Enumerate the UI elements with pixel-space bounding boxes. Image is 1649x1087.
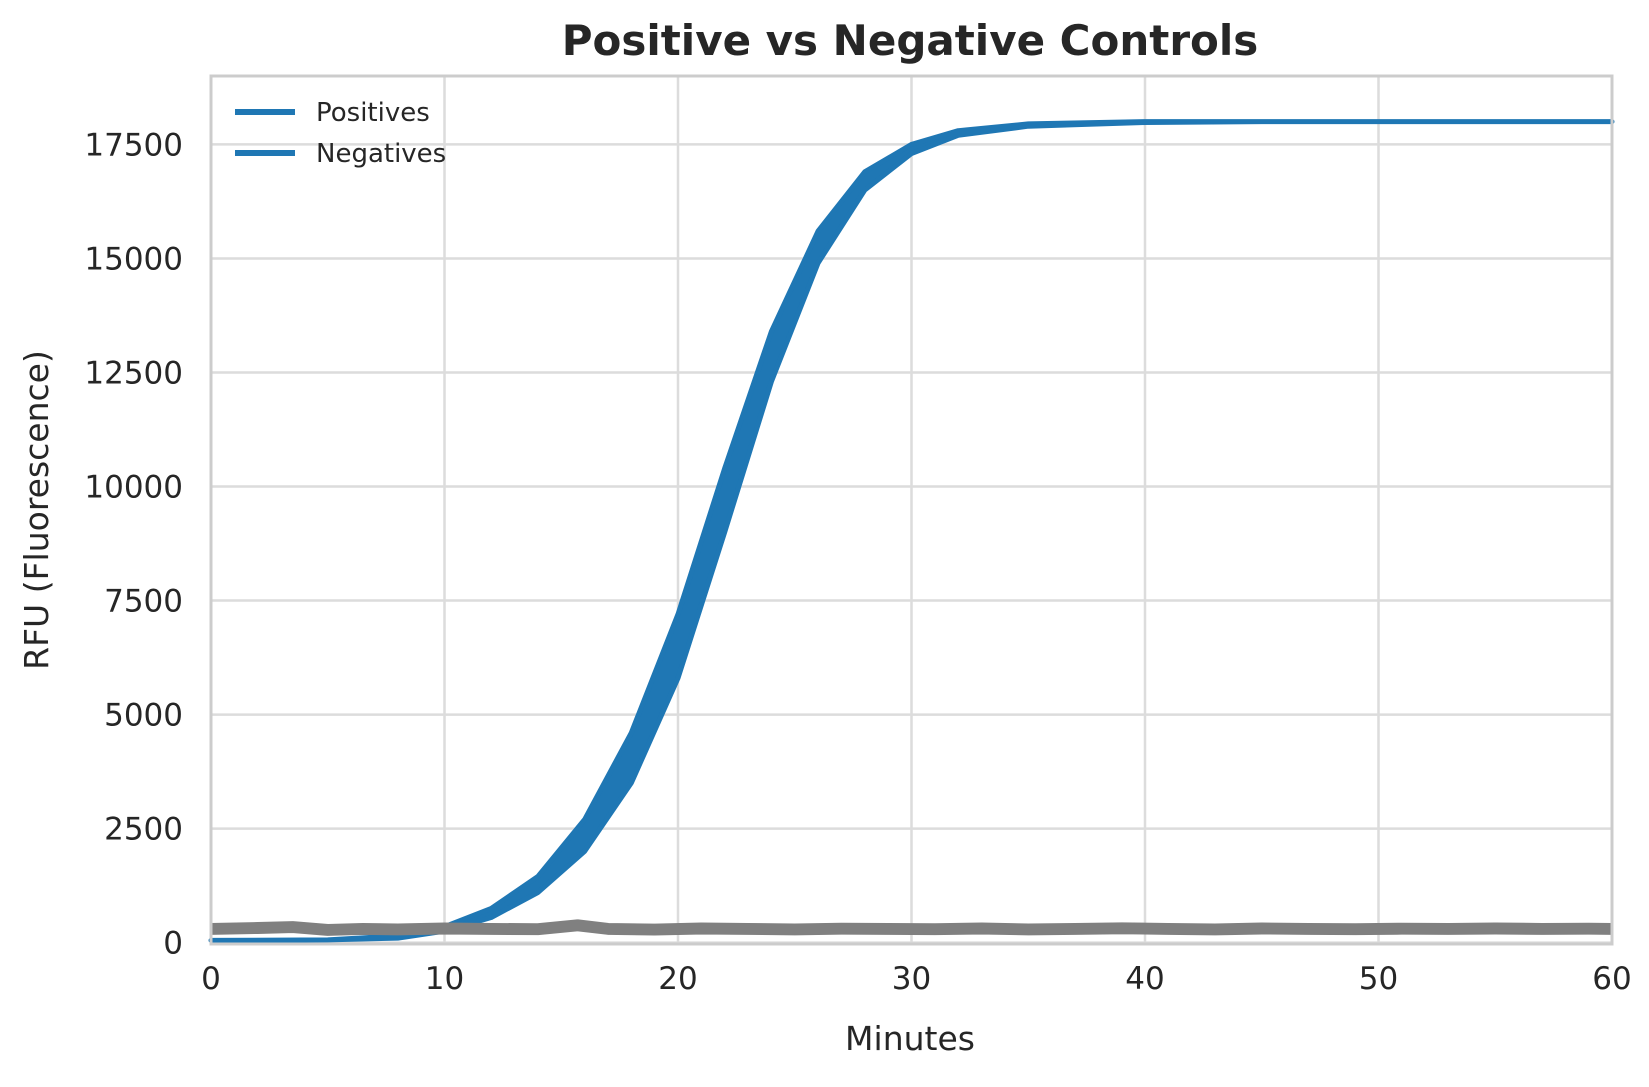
legend-label-positives: Positives: [316, 98, 430, 128]
x-tick-label: 30: [892, 961, 931, 997]
negatives-line: [210, 919, 1613, 936]
y-tick-label: 10000: [84, 470, 183, 506]
tick-layer: 0 10 20 30 40 50 60 0 2500 5000 7500 10000 12500 1500…: [84, 127, 1631, 997]
y-tick-label: 2500: [104, 812, 183, 848]
grid-layer: [209, 76, 1614, 944]
x-tick-label: 0: [201, 961, 221, 997]
y-tick-label: 0: [163, 926, 183, 962]
y-tick-label: 12500: [84, 355, 183, 391]
legend-label-negatives: Negatives: [316, 139, 446, 169]
x-tick-label: 10: [425, 961, 464, 997]
chart-title: Positive vs Negative Controls: [562, 16, 1259, 65]
x-axis-label: Minutes: [845, 1019, 975, 1058]
y-tick-label: 7500: [104, 584, 183, 620]
y-tick-label: 5000: [104, 698, 183, 734]
x-tick-label: 50: [1359, 961, 1398, 997]
y-tick-label: 17500: [84, 127, 183, 163]
legend: Positives Negatives: [235, 98, 446, 169]
x-tick-label: 40: [1125, 961, 1164, 997]
y-axis-label: RFU (Fluorescence): [17, 350, 56, 670]
x-tick-label: 60: [1592, 961, 1631, 997]
x-tick-label: 20: [658, 961, 697, 997]
plot-frame: [209, 74, 1614, 946]
y-tick-label: 15000: [84, 241, 183, 277]
